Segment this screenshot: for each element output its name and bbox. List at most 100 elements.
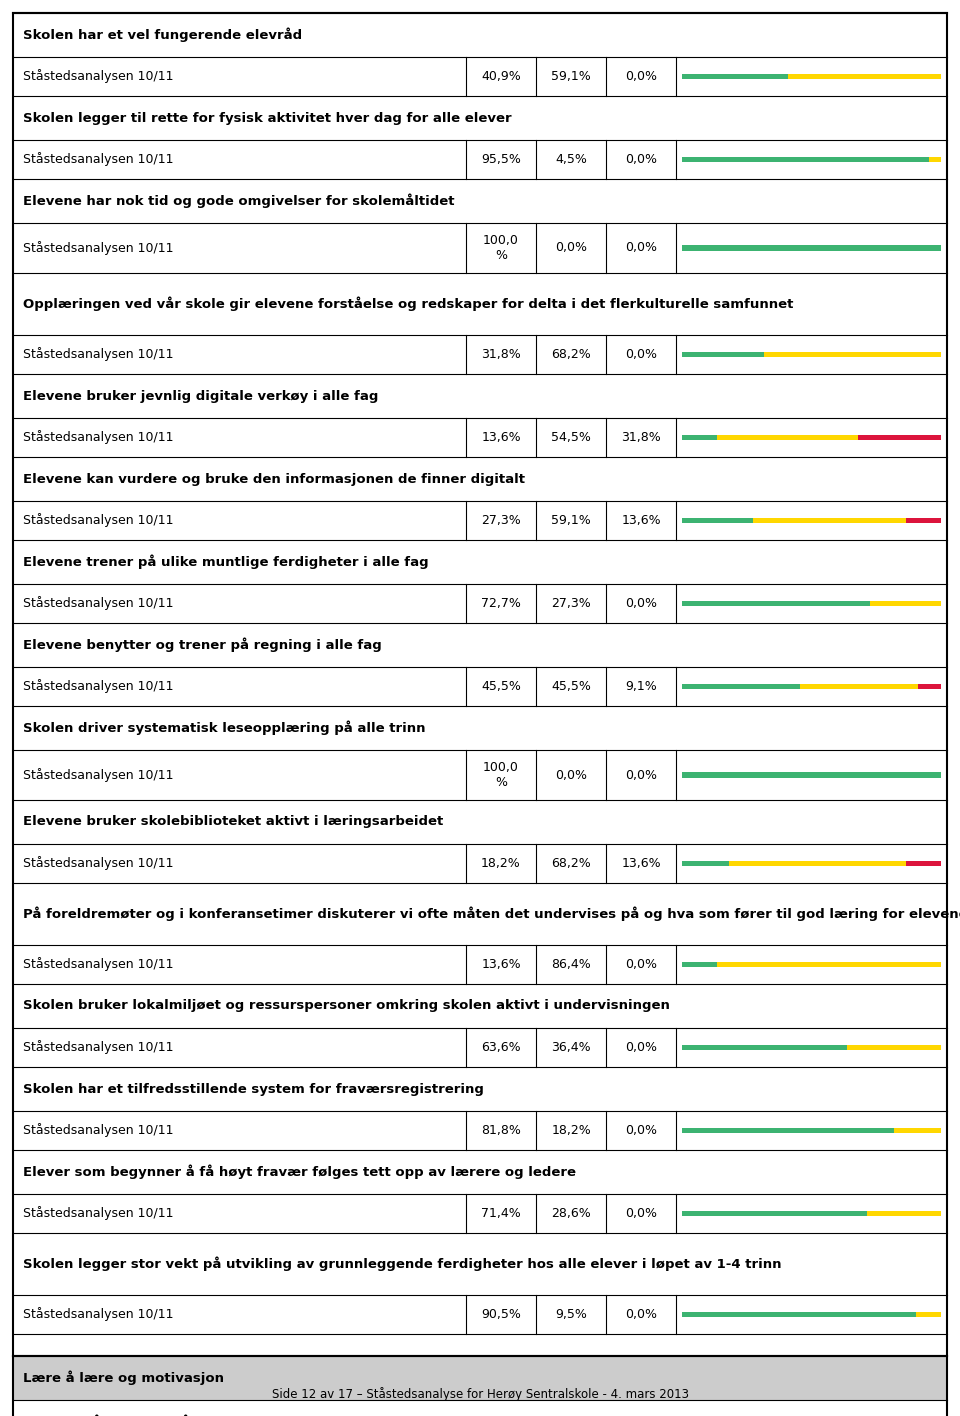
Text: Skolen har et vel fungerende elevråd: Skolen har et vel fungerende elevråd — [23, 28, 302, 42]
Text: Ståstedsanalysen 10/11: Ståstedsanalysen 10/11 — [23, 430, 174, 445]
Bar — [683, 157, 929, 161]
Bar — [906, 518, 941, 523]
Bar — [13, 57, 947, 96]
Bar — [13, 623, 947, 667]
Bar — [683, 518, 753, 523]
Bar — [13, 1028, 947, 1068]
Text: 90,5%: 90,5% — [481, 1308, 521, 1321]
Bar — [683, 1045, 847, 1051]
Text: 18,2%: 18,2% — [551, 1124, 591, 1137]
Bar — [894, 1129, 941, 1133]
Text: Elevene kan vurdere og bruke den informasjonen de finner digitalt: Elevene kan vurdere og bruke den informa… — [23, 473, 525, 486]
Text: 31,8%: 31,8% — [481, 348, 521, 361]
Text: 45,5%: 45,5% — [551, 680, 591, 692]
Bar — [929, 157, 941, 161]
Bar — [13, 336, 947, 374]
Bar — [683, 1313, 917, 1317]
Text: Ståstedsanalysen 10/11: Ståstedsanalysen 10/11 — [23, 241, 174, 255]
Text: 95,5%: 95,5% — [481, 153, 521, 166]
Bar — [13, 1400, 947, 1416]
Text: 13,6%: 13,6% — [621, 514, 660, 527]
Bar — [858, 435, 941, 440]
Bar — [13, 13, 947, 57]
Bar — [867, 1211, 941, 1216]
Bar — [13, 273, 947, 336]
Bar — [13, 1068, 947, 1112]
Text: 0,0%: 0,0% — [625, 1124, 657, 1137]
Text: 100,0
%: 100,0 % — [483, 234, 519, 262]
Bar — [13, 178, 947, 222]
Bar — [13, 1296, 947, 1334]
Text: 0,0%: 0,0% — [625, 153, 657, 166]
Text: På foreldremøter og i konferansetimer diskuterer vi ofte måten det undervises på: På foreldremøter og i konferansetimer di… — [23, 906, 960, 922]
Text: Ståstedsanalysen 10/11: Ståstedsanalysen 10/11 — [23, 1206, 174, 1221]
Text: Elevene bruker jevnlig digitale verkøy i alle fag: Elevene bruker jevnlig digitale verkøy i… — [23, 389, 378, 402]
Text: 45,5%: 45,5% — [481, 680, 521, 692]
Bar — [13, 944, 947, 984]
Text: 27,3%: 27,3% — [481, 514, 521, 527]
Bar — [683, 245, 941, 251]
Bar — [683, 861, 730, 867]
Text: 9,5%: 9,5% — [555, 1308, 587, 1321]
Bar — [13, 1194, 947, 1233]
Text: Ståstedsanalysen 10/11: Ståstedsanalysen 10/11 — [23, 1307, 174, 1321]
Bar — [13, 539, 947, 583]
Text: Ståstedsanalysen 10/11: Ståstedsanalysen 10/11 — [23, 1123, 174, 1137]
Text: Ståstedsanalysen 10/11: Ståstedsanalysen 10/11 — [23, 514, 174, 528]
Text: 59,1%: 59,1% — [551, 69, 591, 84]
Bar — [683, 600, 871, 606]
Text: Ståstedsanalysen 10/11: Ståstedsanalysen 10/11 — [23, 153, 174, 167]
Bar — [717, 961, 941, 967]
Bar — [918, 684, 941, 690]
Text: 0,0%: 0,0% — [625, 769, 657, 782]
Text: 36,4%: 36,4% — [551, 1041, 590, 1054]
Bar — [906, 861, 941, 867]
Text: Ståstedsanalysen 10/11: Ståstedsanalysen 10/11 — [23, 680, 174, 694]
Text: Elevene har nok tid og gode omgivelser for skolemåltidet: Elevene har nok tid og gode omgivelser f… — [23, 194, 454, 208]
Bar — [13, 1233, 947, 1296]
Text: Ståstedsanalysen 10/11: Ståstedsanalysen 10/11 — [23, 767, 174, 782]
Bar — [13, 222, 947, 273]
Text: 63,6%: 63,6% — [481, 1041, 521, 1054]
Text: 0,0%: 0,0% — [625, 69, 657, 84]
Bar — [683, 961, 717, 967]
Bar — [13, 884, 947, 944]
Bar — [13, 750, 947, 800]
Bar — [753, 518, 906, 523]
Bar — [13, 1150, 947, 1194]
Text: Elevene benytter og trener på regning i alle fag: Elevene benytter og trener på regning i … — [23, 637, 382, 653]
Text: 9,1%: 9,1% — [625, 680, 657, 692]
Bar — [13, 667, 947, 707]
Bar — [13, 583, 947, 623]
Text: 0,0%: 0,0% — [555, 769, 588, 782]
Text: Side 12 av 17 – Ståstedsanalyse for Herøy Sentralskole - 4. mars 2013: Side 12 av 17 – Ståstedsanalyse for Herø… — [272, 1388, 688, 1400]
Text: 13,6%: 13,6% — [481, 430, 521, 445]
Bar — [800, 684, 918, 690]
Bar — [847, 1045, 941, 1051]
Text: 68,2%: 68,2% — [551, 348, 591, 361]
Text: Skolen driver systematisk leseopplæring på alle trinn: Skolen driver systematisk leseopplæring … — [23, 721, 425, 735]
Bar — [683, 74, 788, 79]
Bar — [730, 861, 906, 867]
Text: 40,9%: 40,9% — [481, 69, 521, 84]
Bar — [13, 844, 947, 884]
Text: 18,2%: 18,2% — [481, 857, 521, 869]
Text: 86,4%: 86,4% — [551, 959, 591, 971]
Text: Skolen har et tilfredsstillende system for fraværsregistrering: Skolen har et tilfredsstillende system f… — [23, 1082, 484, 1096]
Text: 27,3%: 27,3% — [551, 598, 591, 610]
Bar — [683, 1211, 867, 1216]
Text: Skolen legger til rette for fysisk aktivitet hver dag for alle elever: Skolen legger til rette for fysisk aktiv… — [23, 112, 512, 125]
Bar — [683, 772, 941, 777]
Text: 0,0%: 0,0% — [555, 242, 588, 255]
Text: 0,0%: 0,0% — [625, 1206, 657, 1221]
Text: 0,0%: 0,0% — [625, 598, 657, 610]
Bar — [871, 600, 941, 606]
Text: 0,0%: 0,0% — [625, 1308, 657, 1321]
Bar — [13, 984, 947, 1028]
Bar — [13, 1112, 947, 1150]
Text: Skolen legger stor vekt på utvikling av grunnleggende ferdigheter hos alle eleve: Skolen legger stor vekt på utvikling av … — [23, 1257, 781, 1272]
Text: 31,8%: 31,8% — [621, 430, 661, 445]
Bar — [13, 418, 947, 457]
Bar — [683, 435, 717, 440]
Bar — [13, 140, 947, 178]
